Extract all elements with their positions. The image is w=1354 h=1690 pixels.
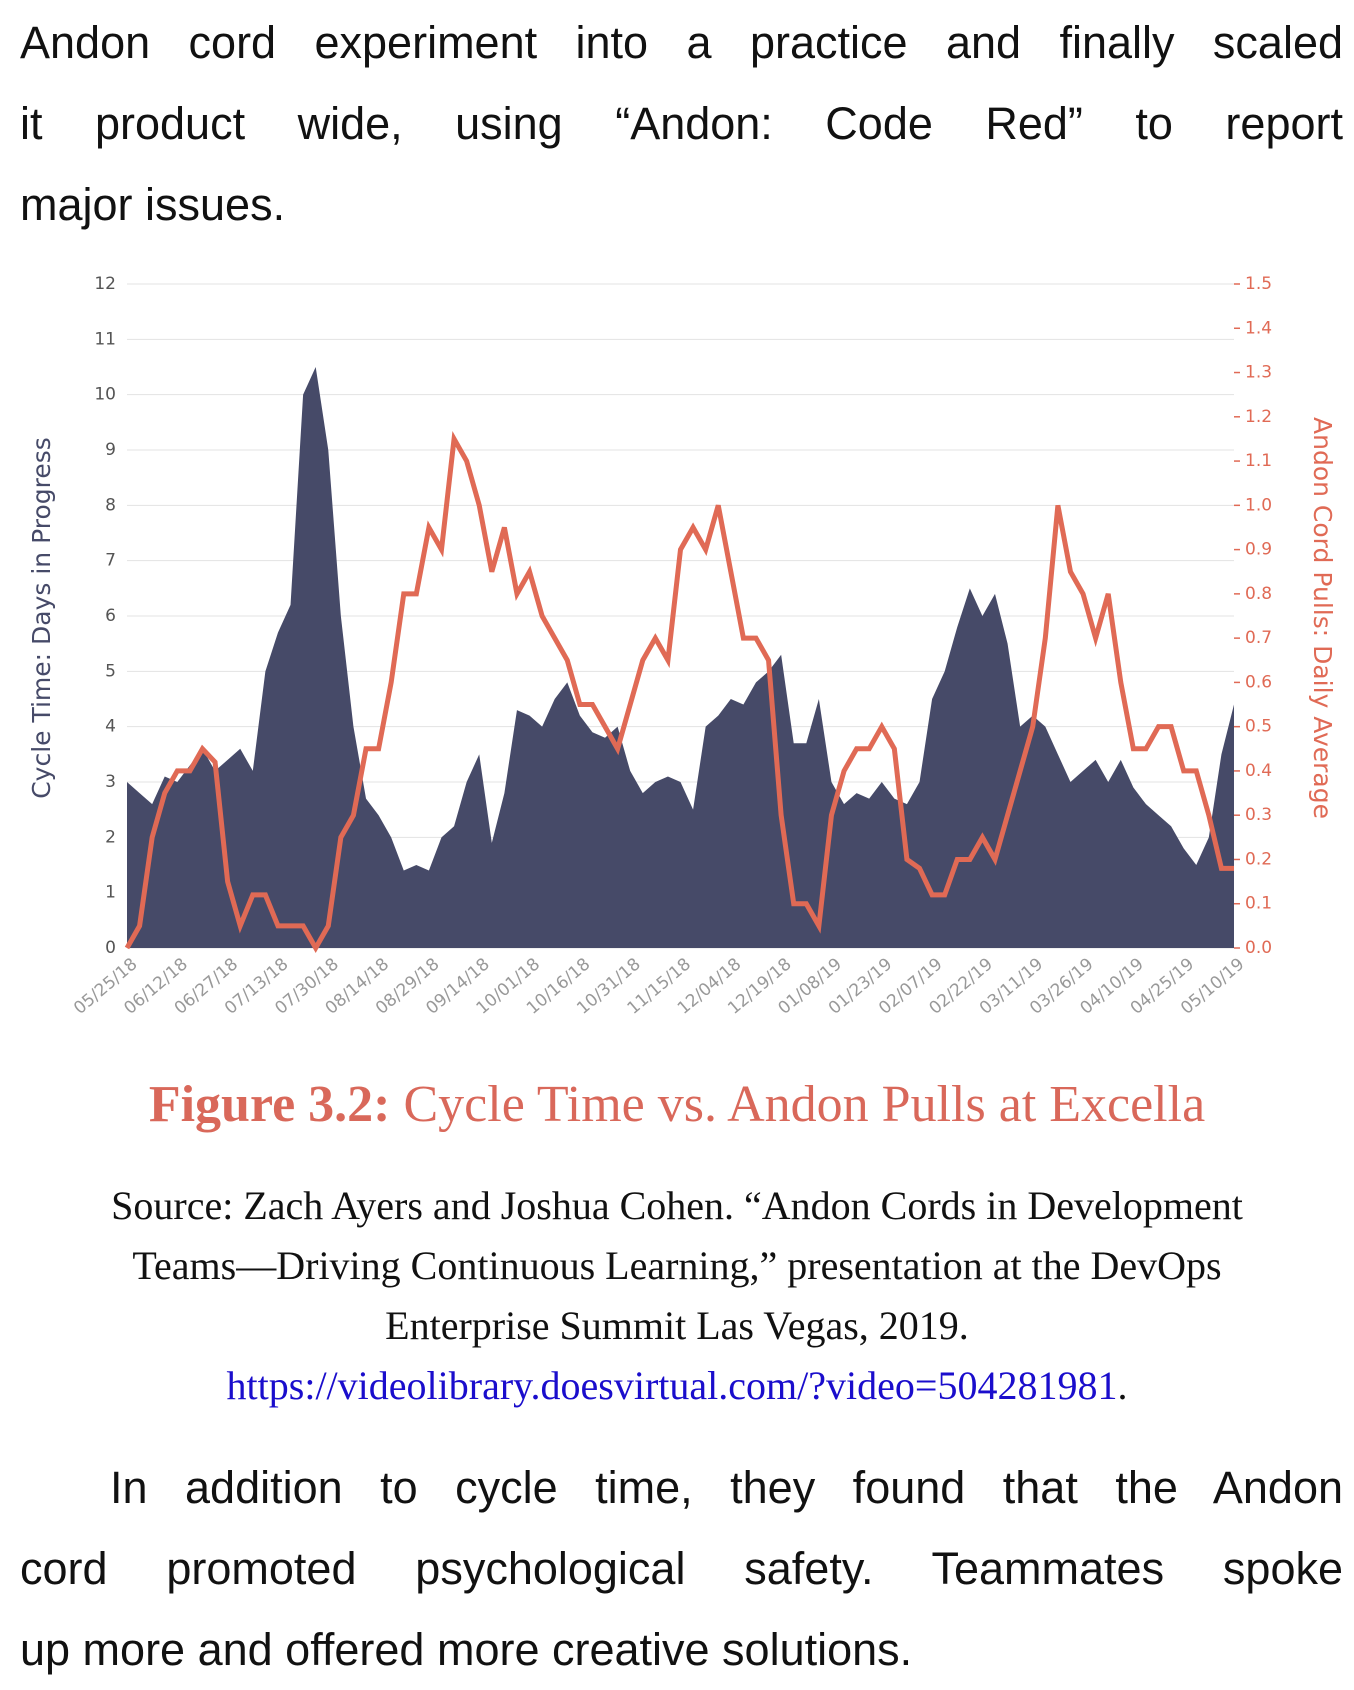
figure-label: Figure 3.2: (148, 1076, 391, 1133)
y2-tick-label: 1.4 (1245, 318, 1272, 338)
y2-axis-title: Andon Cord Pulls: Daily Average (1308, 417, 1337, 819)
y-tick-label: 11 (94, 329, 116, 349)
y2-tick-label: 0.4 (1245, 761, 1272, 781)
source-line: Source: Zach Ayers and Joshua Cohen. “An… (111, 1183, 1243, 1228)
y2-tick-label: 0.1 (1245, 894, 1272, 914)
y2-tick-label: 1.1 (1245, 451, 1272, 471)
y2-tick-label: 0.2 (1245, 849, 1272, 869)
text-line: In addition to cycle time, they found th… (110, 1462, 1343, 1513)
punctuation: . (1117, 1363, 1128, 1408)
chart: 01234567891011120.00.10.20.30.40.50.60.7… (27, 274, 1337, 1019)
y2-tick-label: 0.6 (1245, 672, 1272, 692)
text-line: cord promoted psychological safety. Team… (20, 1543, 1343, 1594)
figure-caption: Figure 3.2: Cycle Time vs. Andon Pulls a… (0, 1075, 1354, 1134)
y-tick-label: 10 (94, 385, 116, 405)
y2-tick-label: 0.0 (1245, 938, 1272, 958)
source-link-line: https://videolibrary.doesvirtual.com/?vi… (0, 1356, 1354, 1416)
y-tick-label: 9 (105, 440, 116, 460)
y-tick-label: 6 (105, 606, 116, 626)
y-axis-title: Cycle Time: Days in Progress (27, 437, 56, 799)
y-tick-label: 1 (105, 883, 116, 903)
y-tick-label: 2 (105, 827, 116, 847)
text-line: up more and offered more creative soluti… (20, 1624, 913, 1675)
y-tick-label: 8 (105, 495, 116, 515)
y2-tick-label: 1.0 (1245, 495, 1272, 515)
y-tick-label: 5 (105, 661, 116, 681)
y-tick-label: 7 (105, 551, 116, 571)
y2-tick-label: 0.8 (1245, 584, 1272, 604)
y-tick-label: 3 (105, 772, 116, 792)
y2-tick-label: 1.3 (1245, 363, 1272, 383)
paragraph: Andon cord experiment into a practice an… (20, 2, 1343, 245)
text-line: Andon cord experiment into a practice an… (20, 17, 1343, 68)
paragraph: In addition to cycle time, they found th… (20, 1447, 1343, 1690)
y2-tick-label: 0.3 (1245, 805, 1272, 825)
figure-title: Cycle Time vs. Andon Pulls at Excella (403, 1076, 1206, 1133)
y2-tick-label: 1.5 (1245, 274, 1272, 294)
y-tick-label: 4 (105, 717, 116, 737)
text-line: it product wide, using “Andon: Code Red”… (20, 98, 1343, 149)
source-link[interactable]: https://videolibrary.doesvirtual.com/?vi… (226, 1363, 1118, 1408)
y-tick-label: 12 (94, 274, 116, 294)
line (124, 431, 1234, 954)
area (127, 367, 1234, 948)
y2-tick-label: 0.9 (1245, 540, 1272, 560)
y2-tick-label: 0.5 (1245, 717, 1272, 737)
source-line: Enterprise Summit Las Vegas, 2019. (385, 1303, 969, 1348)
y2-tick-label: 1.2 (1245, 407, 1272, 427)
text-line: major issues. (20, 179, 286, 230)
y2-tick-label: 0.7 (1245, 628, 1272, 648)
source-line: Teams—Driving Continuous Learning,” pres… (132, 1243, 1222, 1288)
y-tick-label: 0 (105, 938, 116, 958)
